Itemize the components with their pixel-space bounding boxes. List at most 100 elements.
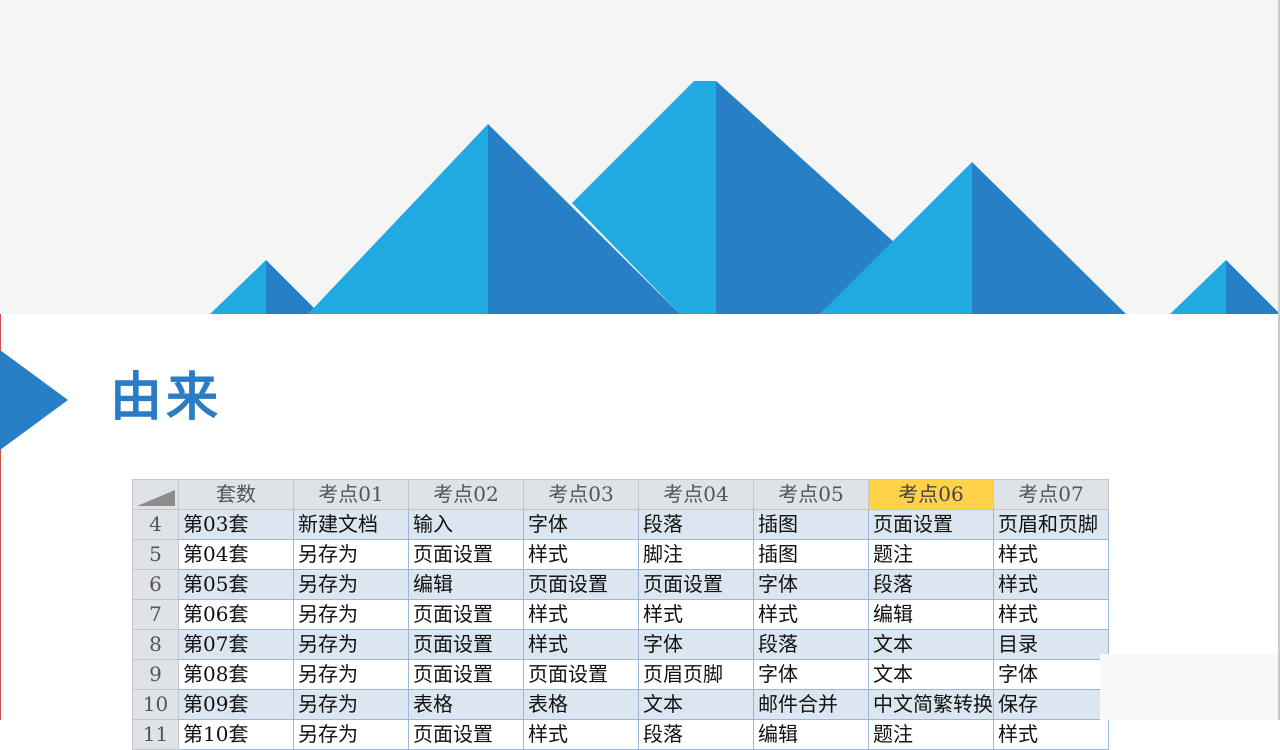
- table-cell[interactable]: 第10套: [178, 719, 294, 750]
- table-cell[interactable]: 段落: [753, 629, 869, 660]
- table-cell[interactable]: 表格: [408, 689, 524, 720]
- table-cell[interactable]: 样式: [523, 599, 639, 630]
- select-all-corner[interactable]: [132, 479, 179, 510]
- table-cell[interactable]: 保存: [993, 689, 1109, 720]
- table-cell[interactable]: 文本: [868, 659, 994, 690]
- table-cell[interactable]: 页面设置: [408, 539, 524, 570]
- table-cell[interactable]: 另存为: [293, 719, 409, 750]
- table-cell[interactable]: 目录: [993, 629, 1109, 660]
- row-number[interactable]: 11: [132, 719, 179, 750]
- table-cell[interactable]: 字体: [638, 629, 754, 660]
- table-cell[interactable]: 题注: [868, 539, 994, 570]
- table-cell[interactable]: 样式: [523, 539, 639, 570]
- table-cell[interactable]: 字体: [753, 659, 869, 690]
- table-cell[interactable]: 样式: [993, 719, 1109, 750]
- table-cell[interactable]: 第09套: [178, 689, 294, 720]
- table-cell[interactable]: 样式: [523, 629, 639, 660]
- table-cell[interactable]: 插图: [753, 539, 869, 570]
- table-cell[interactable]: 另存为: [293, 659, 409, 690]
- column-header-row: 套数 考点01 考点02 考点03 考点04 考点05 考点06 考点07: [132, 479, 1109, 510]
- table-cell[interactable]: 字体: [753, 569, 869, 600]
- column-header[interactable]: 考点07: [993, 479, 1109, 510]
- table-cell[interactable]: 字体: [993, 659, 1109, 690]
- table-cell[interactable]: 样式: [523, 719, 639, 750]
- table-cell[interactable]: 中文简繁转换: [868, 689, 994, 720]
- table-cell[interactable]: 邮件合并: [753, 689, 869, 720]
- table-cell[interactable]: 另存为: [293, 689, 409, 720]
- table-cell[interactable]: 页面设置: [868, 509, 994, 540]
- column-header[interactable]: 考点01: [293, 479, 409, 510]
- section-marker-triangle: [0, 350, 68, 450]
- column-header[interactable]: 考点04: [638, 479, 754, 510]
- mountain-peak-small-right: [1170, 260, 1226, 314]
- mountain-peak-right: [820, 162, 972, 314]
- table-cell[interactable]: 页面设置: [408, 659, 524, 690]
- mountain-peak-center: [572, 81, 716, 314]
- table-cell[interactable]: 页面设置: [523, 659, 639, 690]
- table-row: 8 第07套 另存为 页面设置 样式 字体 段落 文本 目录: [132, 629, 1109, 660]
- table-cell[interactable]: 第03套: [178, 509, 294, 540]
- table-cell[interactable]: 第05套: [178, 569, 294, 600]
- table-cell[interactable]: 文本: [868, 629, 994, 660]
- table-row: 9 第08套 另存为 页面设置 页面设置 页眉页脚 字体 文本 字体: [132, 659, 1109, 690]
- slide-title: 由来: [110, 368, 223, 428]
- table-cell[interactable]: 输入: [408, 509, 524, 540]
- table-cell[interactable]: 页面设置: [408, 629, 524, 660]
- column-header-highlighted[interactable]: 考点06: [868, 479, 994, 510]
- mountain-banner: [0, 0, 1280, 314]
- row-number[interactable]: 7: [132, 599, 179, 630]
- table-cell[interactable]: 另存为: [293, 539, 409, 570]
- mountain-peak-small-left: [210, 260, 266, 314]
- table-cell[interactable]: 样式: [753, 599, 869, 630]
- row-number[interactable]: 6: [132, 569, 179, 600]
- table-cell[interactable]: 插图: [753, 509, 869, 540]
- table-cell[interactable]: 样式: [993, 569, 1109, 600]
- column-header[interactable]: 考点05: [753, 479, 869, 510]
- row-number[interactable]: 8: [132, 629, 179, 660]
- table-cell[interactable]: 页面设置: [638, 569, 754, 600]
- table-cell[interactable]: 第08套: [178, 659, 294, 690]
- table-row: 11 第10套 另存为 页面设置 样式 段落 编辑 题注 样式: [132, 719, 1109, 750]
- row-number[interactable]: 4: [132, 509, 179, 540]
- row-number[interactable]: 5: [132, 539, 179, 570]
- table-cell[interactable]: 脚注: [638, 539, 754, 570]
- table-cell[interactable]: 样式: [993, 599, 1109, 630]
- table-cell[interactable]: 第06套: [178, 599, 294, 630]
- column-header[interactable]: 考点02: [408, 479, 524, 510]
- table-cell[interactable]: 样式: [993, 539, 1109, 570]
- table-cell[interactable]: 段落: [638, 509, 754, 540]
- table-cell[interactable]: 文本: [638, 689, 754, 720]
- table-cell[interactable]: 段落: [638, 719, 754, 750]
- table-cell[interactable]: 编辑: [868, 599, 994, 630]
- table-cell[interactable]: 页面设置: [523, 569, 639, 600]
- table-cell[interactable]: 样式: [638, 599, 754, 630]
- row-number[interactable]: 9: [132, 659, 179, 690]
- table-cell[interactable]: 编辑: [408, 569, 524, 600]
- table-cell[interactable]: 题注: [868, 719, 994, 750]
- column-header[interactable]: 套数: [178, 479, 294, 510]
- table-cell[interactable]: 另存为: [293, 629, 409, 660]
- table-cell[interactable]: 页眉和页脚: [993, 509, 1109, 540]
- table-row: 5 第04套 另存为 页面设置 样式 脚注 插图 题注 样式: [132, 539, 1109, 570]
- table-cell[interactable]: 页面设置: [408, 599, 524, 630]
- table-cell[interactable]: 段落: [868, 569, 994, 600]
- slide-right-border: [1278, 0, 1280, 720]
- overlay-patch: [1100, 654, 1278, 720]
- table-row: 4 第03套 新建文档 输入 字体 段落 插图 页面设置 页眉和页脚: [132, 509, 1109, 540]
- table-cell[interactable]: 编辑: [753, 719, 869, 750]
- table-row: 7 第06套 另存为 页面设置 样式 样式 样式 编辑 样式: [132, 599, 1109, 630]
- table-cell[interactable]: 另存为: [293, 569, 409, 600]
- table-cell[interactable]: 字体: [523, 509, 639, 540]
- row-number[interactable]: 10: [132, 689, 179, 720]
- table-cell[interactable]: 页眉页脚: [638, 659, 754, 690]
- table-cell[interactable]: 新建文档: [293, 509, 409, 540]
- column-header[interactable]: 考点03: [523, 479, 639, 510]
- table-row: 10 第09套 另存为 表格 表格 文本 邮件合并 中文简繁转换 保存: [132, 689, 1109, 720]
- table-cell[interactable]: 表格: [523, 689, 639, 720]
- table-cell[interactable]: 页面设置: [408, 719, 524, 750]
- table-row: 6 第05套 另存为 编辑 页面设置 页面设置 字体 段落 样式: [132, 569, 1109, 600]
- mountain-peak-left: [308, 124, 488, 314]
- table-cell[interactable]: 另存为: [293, 599, 409, 630]
- table-cell[interactable]: 第07套: [178, 629, 294, 660]
- table-cell[interactable]: 第04套: [178, 539, 294, 570]
